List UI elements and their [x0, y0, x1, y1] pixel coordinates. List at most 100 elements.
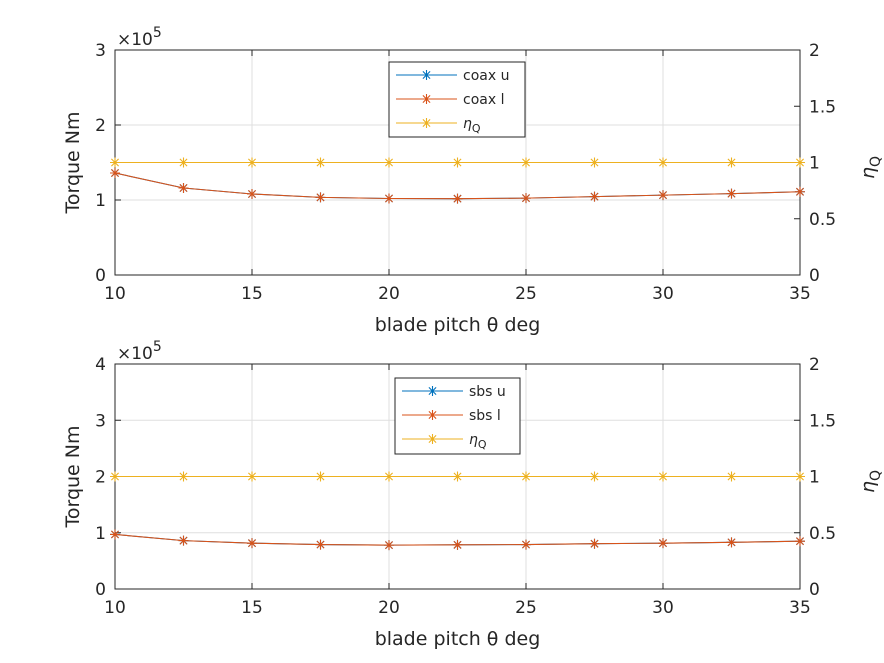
data-point: [726, 471, 737, 482]
y-right-tick-label: 0: [809, 580, 820, 600]
data-point: [795, 186, 805, 197]
data-point: [384, 540, 394, 551]
data-point: [521, 193, 531, 204]
x-tick-label: 35: [789, 284, 811, 304]
data-point: [521, 471, 531, 482]
legend-entry: sbs u: [469, 384, 506, 400]
x-tick-label: 15: [241, 598, 263, 618]
y-right-tick-label: 0: [809, 266, 820, 286]
legend-entry: ηQ: [463, 116, 481, 135]
data-point: [658, 538, 668, 549]
data-point: [178, 157, 189, 168]
y-left-axis-label: Torque Nm: [62, 111, 84, 214]
y-right-tick-label: 0.5: [809, 210, 836, 230]
data-point: [726, 157, 737, 168]
legend-entry: coax l: [463, 92, 504, 108]
data-point: [795, 471, 805, 482]
y-right-tick-label: 1: [809, 154, 820, 174]
data-point: [110, 157, 120, 168]
data-point: [658, 190, 668, 201]
data-point: [658, 157, 668, 168]
data-point: [452, 471, 463, 482]
y-right-tick-label: 0.5: [809, 524, 836, 544]
y-right-tick-label: 1.5: [809, 411, 836, 431]
exponent-label: ×105: [117, 25, 162, 50]
data-point: [315, 192, 326, 203]
x-tick-label: 20: [378, 284, 400, 304]
x-tick-label: 30: [652, 598, 674, 618]
data-point: [658, 471, 668, 482]
data-point: [521, 539, 531, 550]
y-left-tick-label: 2: [95, 468, 106, 488]
series-2: [110, 168, 805, 204]
data-point: [795, 536, 805, 547]
y-left-tick-label: 0: [95, 580, 106, 600]
x-tick-label: 10: [104, 598, 126, 618]
x-tick-label: 25: [515, 598, 537, 618]
y-left-tick-label: 2: [95, 116, 106, 136]
x-axis-label: blade pitch θ deg: [375, 628, 541, 650]
data-point: [452, 193, 463, 204]
y-left-tick-label: 3: [95, 411, 106, 431]
series-2: [110, 529, 805, 551]
data-point: [178, 471, 189, 482]
x-tick-label: 30: [652, 284, 674, 304]
y-left-tick-label: 1: [95, 191, 106, 211]
data-point: [795, 157, 805, 168]
y-left-tick-label: 0: [95, 266, 106, 286]
legend: coax u coax l ηQ: [388, 61, 526, 138]
legend-marker: [427, 434, 438, 444]
series-3: [110, 157, 805, 168]
data-point: [247, 471, 257, 482]
data-point: [110, 471, 120, 482]
data-point: [521, 157, 531, 168]
data-point: [178, 183, 189, 193]
data-point: [178, 535, 189, 546]
y-right-tick-label: 2: [809, 355, 820, 375]
x-tick-label: 35: [789, 598, 811, 618]
legend-marker: [427, 410, 438, 420]
data-point: [110, 168, 120, 178]
legend-marker: [427, 386, 438, 396]
data-point: [589, 191, 600, 202]
data-point: [589, 471, 600, 482]
data-point: [384, 157, 394, 168]
data-point: [589, 538, 600, 549]
y-left-tick-label: 4: [95, 355, 106, 375]
data-point: [247, 157, 257, 168]
legend: sbs u sbs l ηQ: [394, 377, 521, 455]
data-point: [315, 157, 326, 168]
data-point: [384, 193, 394, 204]
y-right-tick-label: 2: [809, 41, 820, 61]
data-point: [384, 471, 394, 482]
data-point: [452, 157, 463, 168]
legend-entry: ηQ: [469, 432, 487, 451]
y-left-tick-label: 1: [95, 524, 106, 544]
data-point: [726, 537, 737, 548]
data-point: [247, 189, 257, 199]
data-point: [589, 157, 600, 168]
data-point: [110, 529, 120, 540]
legend-marker: [421, 70, 432, 80]
legend-entry: sbs l: [469, 408, 501, 424]
y-left-axis-label: Torque Nm: [62, 425, 84, 528]
x-tick-label: 20: [378, 598, 400, 618]
y-right-tick-label: 1.5: [809, 97, 836, 117]
legend-entry: coax u: [463, 68, 509, 84]
legend-marker: [421, 118, 432, 128]
exponent-label: ×105: [117, 339, 162, 364]
data-point: [247, 538, 257, 549]
series-3: [110, 471, 805, 482]
legend-marker: [421, 94, 432, 104]
y-left-tick-label: 3: [95, 41, 106, 61]
x-axis-label: blade pitch θ deg: [375, 314, 541, 336]
x-tick-label: 10: [104, 284, 126, 304]
x-tick-label: 15: [241, 284, 263, 304]
x-tick-label: 25: [515, 284, 537, 304]
y-right-tick-label: 1: [809, 468, 820, 488]
data-point: [726, 188, 737, 199]
y-right-axis-label: ηQ: [857, 156, 884, 179]
